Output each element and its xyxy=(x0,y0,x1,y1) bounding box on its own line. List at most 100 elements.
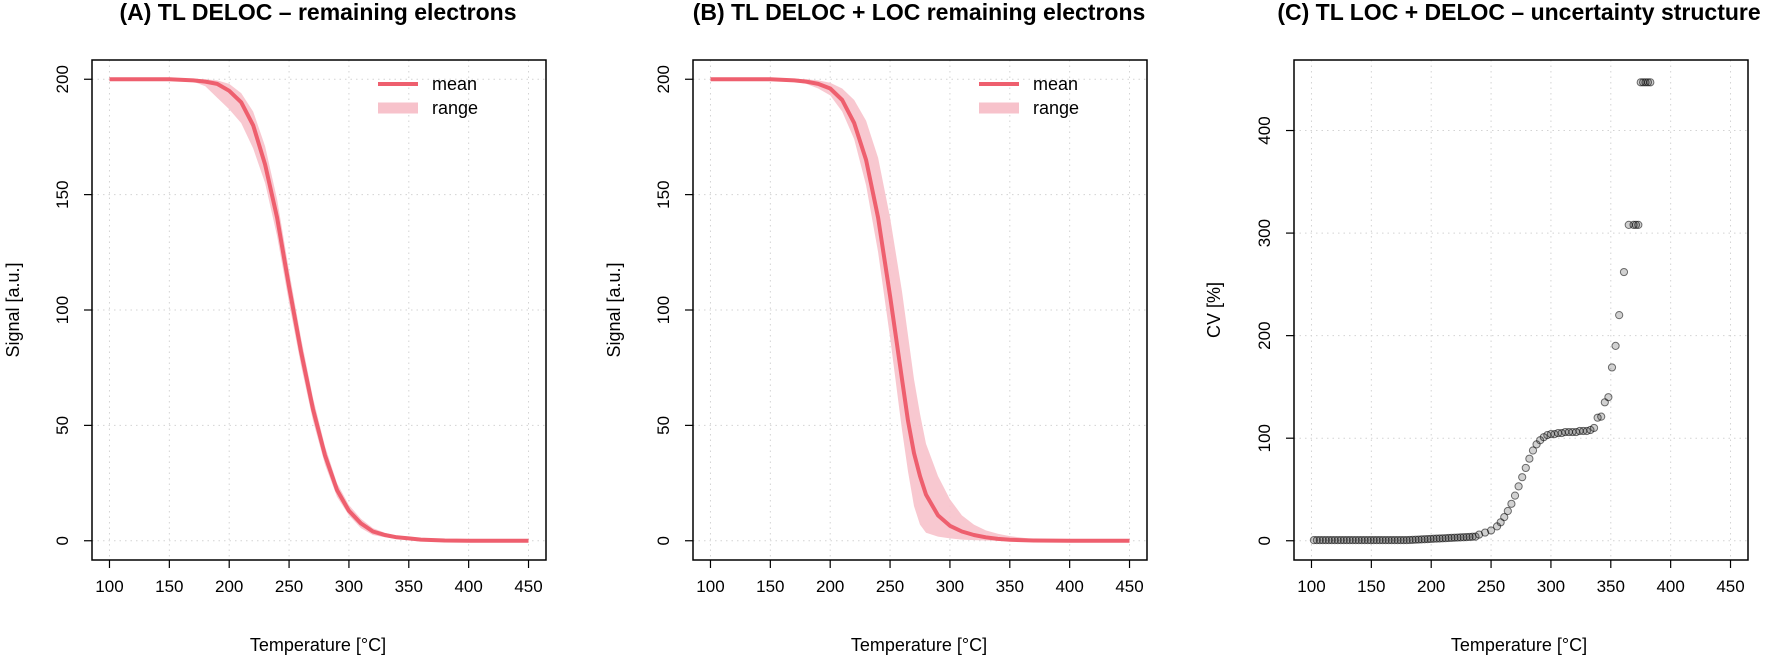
panel-b-ylabel: Signal [a.u.] xyxy=(604,262,624,357)
x-tick-label: 150 xyxy=(1357,577,1385,596)
x-tick-label: 250 xyxy=(275,577,303,596)
scatter-point xyxy=(1363,536,1372,545)
scatter-point xyxy=(1387,536,1396,545)
panel-a-xlabel: Temperature [°C] xyxy=(250,635,386,655)
scatter-point xyxy=(1324,536,1333,545)
y-tick-label: 50 xyxy=(53,416,72,435)
x-tick-label: 400 xyxy=(1055,577,1083,596)
scatter-point xyxy=(1381,536,1390,545)
panel-b: (B) TL DELOC + LOC remaining electrons T… xyxy=(604,0,1148,655)
scatter-point xyxy=(1369,536,1378,545)
scatter-point xyxy=(1426,534,1435,544)
y-tick-label: 0 xyxy=(1255,536,1274,545)
scatter-point xyxy=(1447,533,1456,542)
scatter-point xyxy=(1518,473,1527,482)
scatter-point xyxy=(1480,528,1490,537)
scatter-point xyxy=(1486,526,1496,535)
x-tick-label: 300 xyxy=(936,577,964,596)
scatter-point xyxy=(1604,393,1613,402)
scatter-point xyxy=(1453,533,1462,542)
x-tick-label: 150 xyxy=(155,577,183,596)
panel-a-ylabel: Signal [a.u.] xyxy=(3,262,23,357)
scatter-point xyxy=(1420,535,1429,544)
scatter-point xyxy=(1611,341,1620,350)
scatter-point xyxy=(1456,533,1465,542)
scatter-point xyxy=(1514,482,1523,491)
scatter-point xyxy=(1417,535,1426,544)
legend-mean-label: mean xyxy=(1033,74,1078,94)
scatter-point xyxy=(1390,536,1399,545)
x-tick-label: 250 xyxy=(1477,577,1505,596)
scatter-point xyxy=(1360,536,1369,545)
x-tick-label: 350 xyxy=(996,577,1024,596)
x-tick-label: 200 xyxy=(816,577,844,596)
scatter-point xyxy=(1366,536,1375,545)
mean-line xyxy=(710,77,1130,543)
x-tick-label: 350 xyxy=(395,577,423,596)
y-tick-label: 100 xyxy=(53,296,72,324)
scatter-point xyxy=(1525,454,1534,463)
x-tick-label: 400 xyxy=(1656,577,1684,596)
scatter-point xyxy=(1615,311,1624,320)
scatter-point xyxy=(1342,536,1351,545)
scatter-point xyxy=(1521,463,1530,473)
scatter-point xyxy=(1315,536,1324,545)
y-tick-label: 0 xyxy=(654,536,673,545)
range-band xyxy=(710,79,1130,541)
scatter-point xyxy=(1357,536,1366,545)
scatter-point xyxy=(1500,513,1509,522)
scatter-point xyxy=(1643,78,1653,87)
y-tick-label: 150 xyxy=(53,180,72,208)
mean-line xyxy=(109,77,529,543)
scatter-point xyxy=(1309,536,1318,545)
scatter-point xyxy=(1589,423,1599,433)
y-tick-label: 200 xyxy=(1255,321,1274,349)
y-tick-label: 300 xyxy=(1255,219,1274,247)
scatter-point xyxy=(1399,536,1408,545)
scatter-point xyxy=(1619,267,1629,277)
x-tick-label: 450 xyxy=(514,577,542,596)
legend-range-label: range xyxy=(1033,98,1079,118)
x-tick-label: 450 xyxy=(1716,577,1744,596)
scatter-point xyxy=(1438,534,1447,543)
scatter-point xyxy=(1646,78,1655,87)
x-tick-label: 450 xyxy=(1115,577,1143,596)
scatter-point xyxy=(1465,532,1474,542)
x-tick-label: 100 xyxy=(95,577,123,596)
scatter-point xyxy=(1405,535,1414,545)
y-tick-label: 100 xyxy=(654,296,673,324)
scatter-point xyxy=(1402,536,1411,545)
legend-range-label: range xyxy=(432,98,478,118)
y-tick-label: 150 xyxy=(654,180,673,208)
scatter-point xyxy=(1372,536,1381,545)
x-tick-label: 400 xyxy=(454,577,482,596)
scatter-point xyxy=(1528,446,1538,455)
scatter-point xyxy=(1321,536,1330,545)
x-tick-label: 200 xyxy=(1417,577,1445,596)
y-tick-label: 50 xyxy=(654,416,673,435)
x-tick-label: 250 xyxy=(876,577,904,596)
x-tick-label: 300 xyxy=(1537,577,1565,596)
x-tick-label: 350 xyxy=(1597,577,1625,596)
scatter-point xyxy=(1414,535,1423,544)
scatter-point xyxy=(1634,220,1643,229)
x-tick-label: 100 xyxy=(696,577,724,596)
scatter-point xyxy=(1330,536,1339,545)
scatter-point xyxy=(1375,536,1384,545)
scatter-point xyxy=(1597,412,1606,421)
panel-c: (C) TL LOC + DELOC – uncertainty structu… xyxy=(1204,0,1761,655)
scatter-point xyxy=(1384,536,1393,545)
scatter-point xyxy=(1474,530,1484,539)
scatter-point xyxy=(1510,491,1520,500)
y-tick-label: 200 xyxy=(53,65,72,93)
panel-c-xlabel: Temperature [°C] xyxy=(1451,635,1587,655)
scatter-point xyxy=(1312,536,1321,545)
scatter-point xyxy=(1459,533,1468,542)
plot-frame xyxy=(1293,59,1749,561)
scatter-point xyxy=(1607,363,1617,372)
scatter-point xyxy=(1432,534,1441,543)
scatter-point xyxy=(1411,535,1420,544)
y-tick-label: 0 xyxy=(53,536,72,545)
x-tick-label: 100 xyxy=(1297,577,1325,596)
scatter-point xyxy=(1354,536,1363,545)
